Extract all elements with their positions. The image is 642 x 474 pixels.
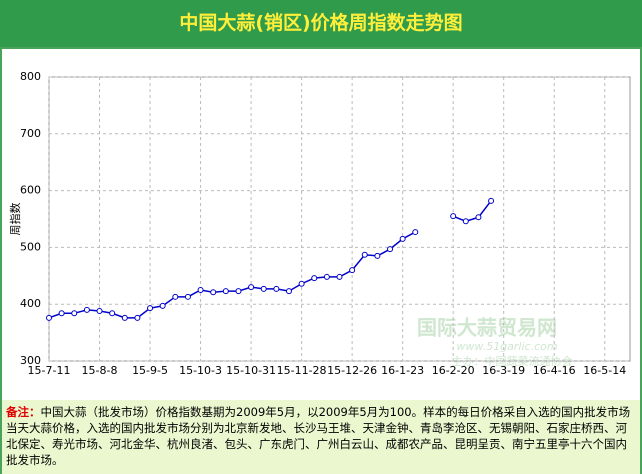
x-tick-label: 16-5-14 — [583, 364, 626, 377]
y-tick-label: 500 — [20, 240, 41, 253]
y-tick-label: 700 — [20, 127, 41, 140]
point — [71, 310, 78, 317]
x-tick-label: 15-10-3 — [179, 364, 222, 377]
point — [387, 246, 394, 253]
y-tick-label: 800 — [20, 70, 41, 83]
note: 备注：中国大蒜（批发市场）价格指数基期为2009年5月，以2009年5月为100… — [2, 400, 640, 474]
x-tick-label: 16-2-20 — [432, 364, 475, 377]
point — [121, 314, 128, 321]
point — [323, 273, 330, 280]
x-tick-label: 16-3-19 — [482, 364, 525, 377]
note-label: 备注： — [6, 405, 41, 419]
point — [412, 229, 419, 236]
point — [210, 289, 217, 296]
x-tick-label: 15-10-31 — [226, 364, 276, 377]
point — [109, 310, 116, 317]
chart: 周指数 国际大蒜贸易网 www.51garlic.com 主办：中国蔬菜流通协会… — [2, 49, 640, 400]
watermark: 国际大蒜贸易网 — [417, 316, 557, 340]
point — [96, 308, 103, 315]
chart-bg — [2, 49, 640, 400]
point — [285, 288, 292, 295]
point — [450, 213, 457, 220]
point — [147, 305, 154, 312]
x-tick-label: 15-8-8 — [82, 364, 118, 377]
point — [197, 287, 204, 293]
chart-title: 中国大蒜(销区)价格周指数走势图 — [0, 0, 642, 47]
point — [159, 302, 166, 309]
y-tick-label: 400 — [20, 297, 41, 310]
point — [361, 251, 368, 258]
y-axis-title: 周指数 — [8, 203, 22, 236]
point — [46, 314, 52, 321]
y-tick-label: 600 — [20, 184, 41, 197]
point — [311, 275, 318, 282]
point — [260, 285, 267, 292]
point — [248, 284, 255, 291]
point — [374, 252, 381, 259]
point — [83, 306, 90, 313]
point — [172, 293, 179, 300]
y-tick-label: 300 — [20, 354, 41, 367]
x-tick-label: 15-7-11 — [28, 364, 71, 377]
point — [222, 288, 229, 295]
point — [298, 280, 305, 287]
x-tick-label: 15-12-26 — [327, 364, 377, 377]
point — [349, 267, 356, 274]
point — [134, 314, 141, 321]
point — [399, 235, 406, 242]
x-tick-label: 16-4-16 — [533, 364, 576, 377]
point — [475, 214, 482, 221]
x-tick-label: 15-11-28 — [277, 364, 327, 377]
point — [184, 293, 191, 300]
point — [462, 218, 469, 225]
series-line — [452, 200, 492, 223]
x-tick-label: 15-9-5 — [132, 364, 168, 377]
point — [336, 273, 343, 280]
point — [58, 310, 65, 317]
watermark: www.51garlic.com — [456, 340, 557, 353]
note-text: 中国大蒜（批发市场）价格指数基期为2009年5月，以2009年5月为100。样本… — [6, 405, 631, 467]
point — [235, 288, 242, 295]
point — [273, 285, 280, 292]
point — [488, 197, 495, 204]
x-tick-label: 16-1-23 — [381, 364, 424, 377]
